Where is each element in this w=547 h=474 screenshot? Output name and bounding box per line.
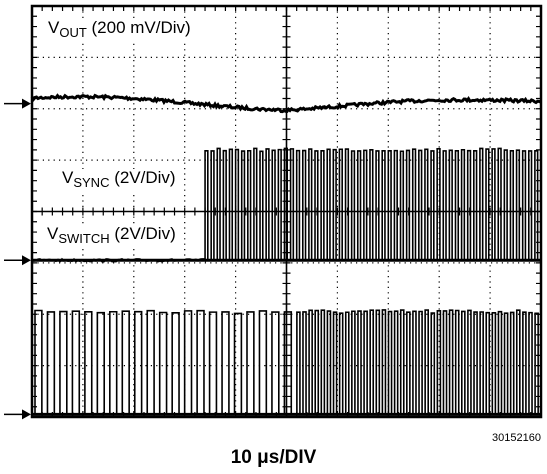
ground-marker-arrow [22,409,31,420]
vswitch-trace-label: VSWITCH (2V/Div) [45,224,178,247]
vout-trace [30,93,542,114]
figure-id: 30152160 [492,432,541,444]
time-scale-label: 10 μs/DIV [230,447,317,468]
vout-trace-label: VOUT (200 mV/Div) [46,18,193,41]
ground-marker-arrow [22,255,31,266]
vsync-trace-label: VSYNC (2V/Div) [60,168,178,191]
vswitch-trace [32,309,539,416]
ground-marker-arrow [22,98,31,109]
